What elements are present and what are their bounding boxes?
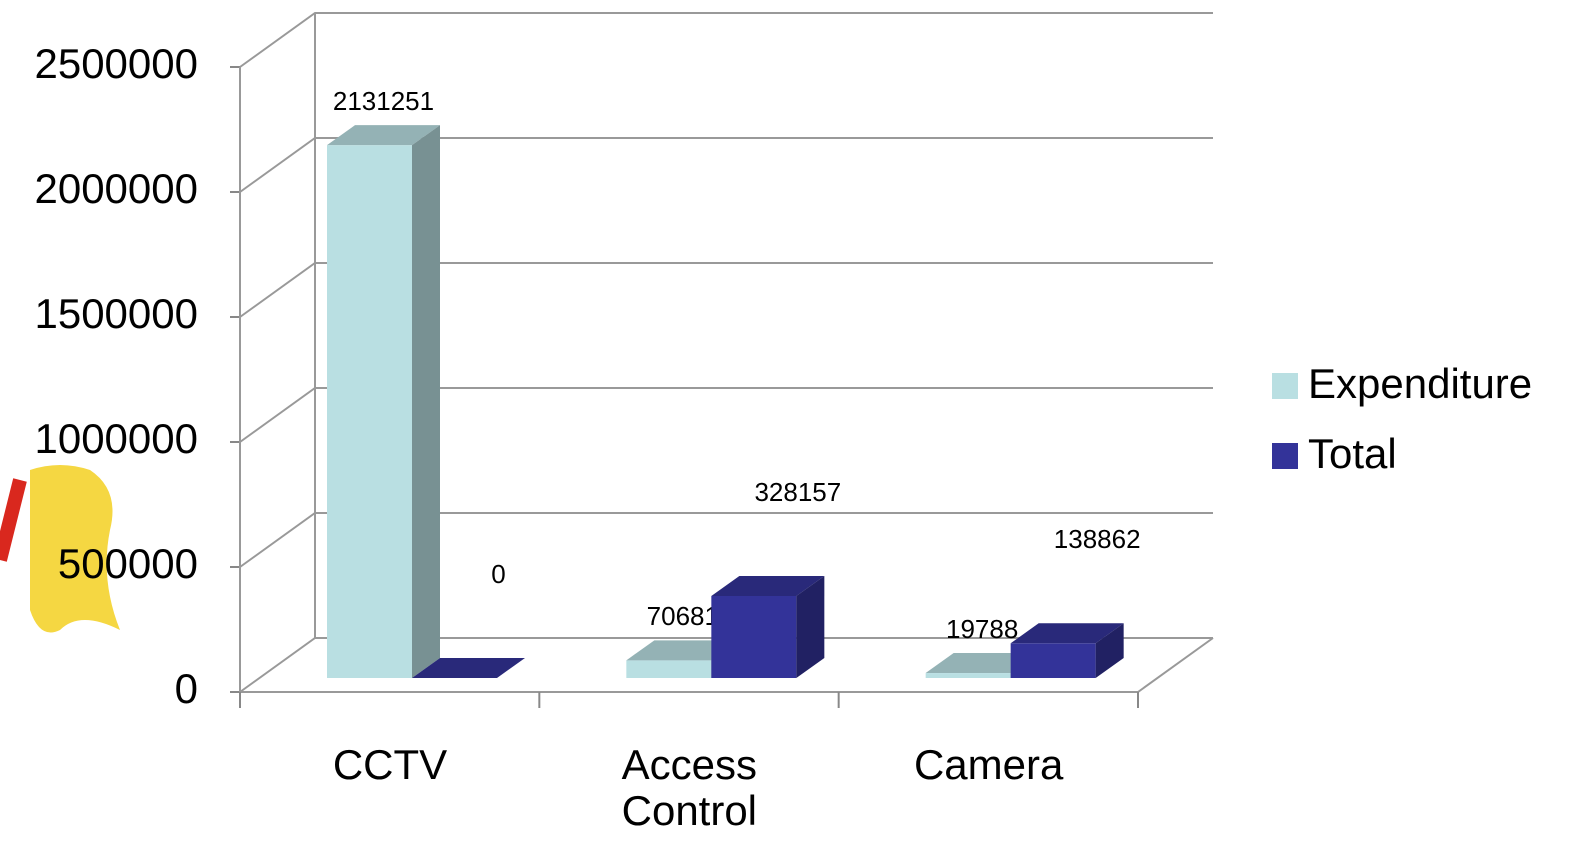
bar (1010, 623, 1124, 678)
y-tick-label: 2000000 (34, 165, 198, 212)
bar-front (626, 660, 712, 678)
legend-swatch (1272, 373, 1298, 399)
bar-top (412, 658, 525, 678)
decoration (30, 465, 120, 633)
value-label: 2131251 (333, 86, 434, 116)
decoration (0, 478, 27, 562)
bar-top (626, 640, 740, 661)
bar-front (327, 145, 412, 678)
x-tick-label: Access Control (621, 741, 758, 834)
bar-top (711, 575, 825, 596)
bar-side (412, 125, 440, 678)
x-tick-label: Camera (913, 741, 1064, 788)
x-tick-label: CCTV (332, 741, 448, 788)
bar-top (327, 125, 440, 146)
legend-label: Expenditure (1308, 360, 1532, 407)
bar-top (925, 653, 1039, 674)
value-label: 19788 (946, 614, 1018, 644)
value-label: 138862 (1054, 524, 1141, 554)
value-label: 0 (491, 559, 505, 589)
bar (711, 575, 825, 678)
y-tick-label: 1500000 (34, 290, 198, 337)
y-tick-label: 1000000 (34, 415, 198, 462)
value-label: 70681 (647, 601, 719, 631)
bar-front (925, 673, 1011, 678)
bar-side (796, 575, 825, 678)
bar (327, 125, 440, 678)
bar-top (1010, 623, 1124, 644)
legend-label: Total (1308, 430, 1397, 477)
bar-side (1095, 623, 1124, 678)
grid-line (239, 12, 1213, 68)
y-tick-label: 2500000 (34, 40, 198, 87)
bar (412, 658, 525, 678)
value-label: 328157 (754, 477, 841, 507)
y-tick-label: 0 (175, 665, 198, 712)
bar-front (711, 595, 797, 678)
bar-front (1010, 643, 1096, 678)
y-tick-label: 500000 (58, 540, 198, 587)
legend-swatch (1272, 443, 1298, 469)
